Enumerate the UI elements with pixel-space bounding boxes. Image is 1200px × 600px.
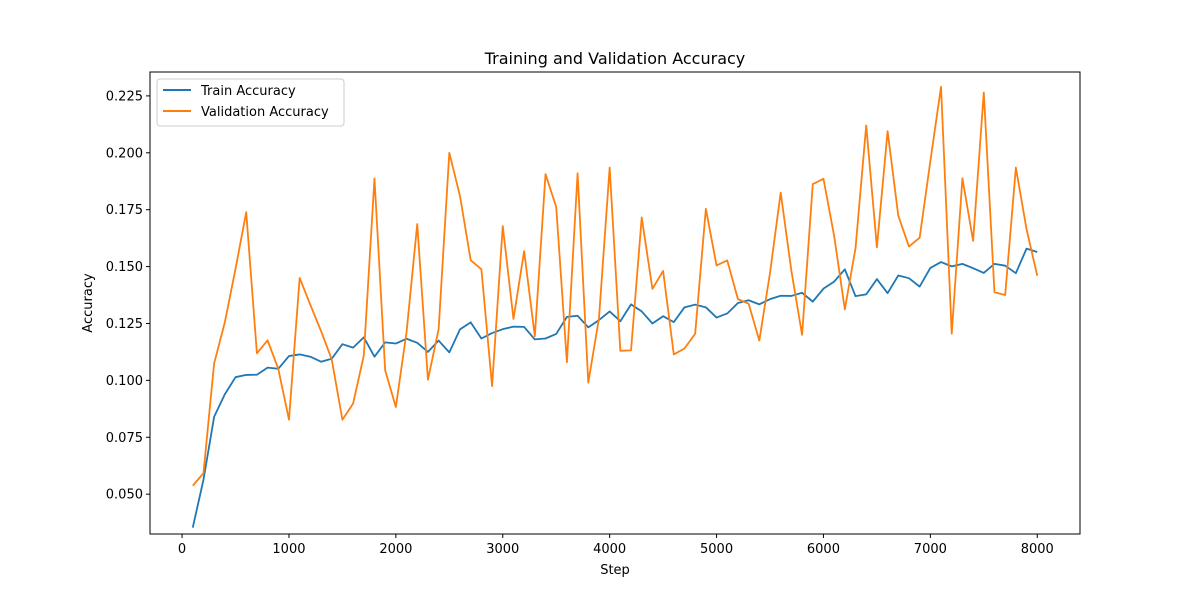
series-line-validation-accuracy (192, 85, 1039, 487)
x-tick-label: 6000 (807, 542, 840, 557)
legend-box (156, 78, 345, 127)
x-tick-label: 3000 (486, 542, 519, 557)
chart-title: Training and Validation Accuracy (484, 49, 746, 68)
series-line-train-accuracy (191, 247, 1038, 528)
y-axis: 0.050 0.075 0.100 0.125 0.150 0.175 0.200 0.225 (106, 89, 150, 503)
y-tick-label: 0.150 (106, 260, 143, 275)
legend: Train Accuracy Validation Accuracy (156, 78, 345, 127)
legend-label-validation-accuracy: Validation Accuracy (201, 105, 329, 120)
legend-label-train-accuracy: Train Accuracy (200, 84, 296, 99)
x-tick-label: 8000 (1021, 542, 1054, 557)
x-tick-label: 7000 (914, 542, 947, 557)
y-axis-label: Accuracy (81, 273, 96, 333)
x-tick-label: 4000 (593, 542, 626, 557)
x-tick-label: 1000 (272, 542, 305, 557)
plot-area-frame (149, 71, 1081, 535)
y-tick-label: 0.175 (106, 203, 143, 218)
y-tick-label: 0.050 (106, 488, 143, 503)
y-tick-label: 0.075 (106, 431, 143, 446)
x-tick-label: 5000 (700, 542, 733, 557)
x-axis-label: Step (600, 563, 630, 578)
y-tick-label: 0.225 (106, 89, 143, 104)
y-tick-label: 0.125 (106, 317, 143, 332)
y-tick-label: 0.100 (106, 374, 143, 389)
x-tick-label: 0 (178, 542, 186, 557)
series-layer (191, 85, 1039, 528)
x-tick-label: 2000 (379, 542, 412, 557)
x-axis: 0 1000 2000 3000 4000 5000 6000 7000 8000 (178, 534, 1054, 557)
y-tick-label: 0.200 (106, 146, 143, 161)
